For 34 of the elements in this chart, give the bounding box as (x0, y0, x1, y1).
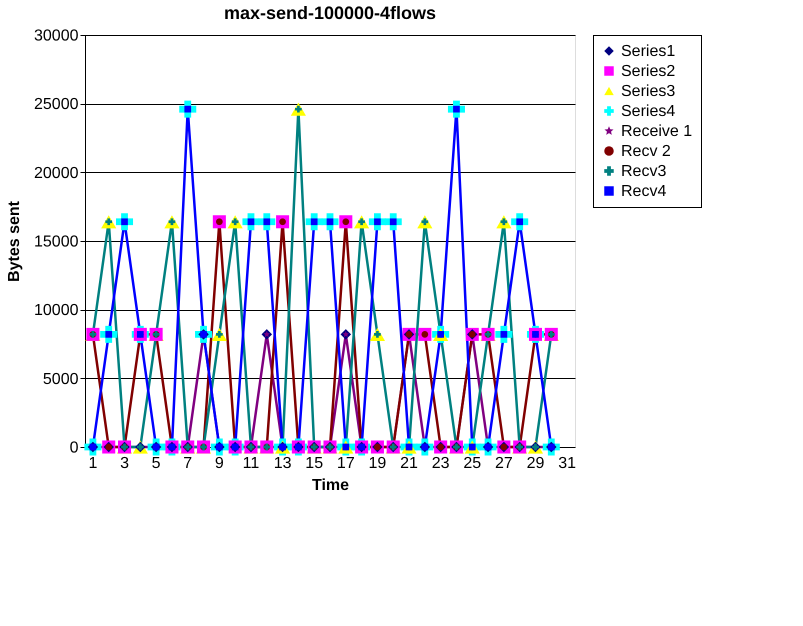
y-tick-label: 20000 (34, 164, 79, 182)
x-tick-label: 27 (494, 455, 513, 472)
legend-label: Series1 (621, 43, 676, 60)
x-tick-label: 11 (242, 455, 260, 472)
y-tick-label: 15000 (34, 234, 79, 250)
y-tick-label: 30000 (34, 28, 79, 44)
chart-title: max-send-100000-4flows (224, 3, 436, 23)
x-tick-label: 1 (88, 455, 98, 472)
legend-label: Recv3 (621, 163, 666, 180)
legend-label: Series2 (621, 63, 676, 80)
x-axis-title: Time (312, 477, 350, 494)
legend-label: Series4 (621, 103, 676, 120)
x-tick-label: 23 (432, 455, 450, 472)
legend-label: Series3 (621, 83, 676, 100)
x-tick-label: 21 (400, 455, 418, 472)
x-tick-label: 9 (214, 455, 224, 472)
y-axis-title: Bytes sent (6, 200, 24, 282)
legend-label: Recv4 (621, 183, 666, 200)
x-tick-label: 7 (183, 455, 192, 472)
y-tick-label: 0 (70, 440, 79, 456)
x-tick-label: 5 (152, 455, 161, 472)
legend-label: Receive 1 (621, 123, 692, 140)
x-tick-label: 31 (558, 455, 576, 472)
x-tick-label: 19 (368, 455, 386, 472)
x-tick-label: 29 (526, 455, 544, 472)
x-tick-label: 25 (463, 455, 482, 472)
y-tick-label: 10000 (34, 302, 79, 320)
x-tick-label: 17 (336, 455, 355, 472)
x-tick-label: 15 (305, 455, 324, 472)
x-tick-label: 13 (274, 455, 292, 472)
legend-label: Recv 2 (621, 143, 671, 160)
y-tick-label: 5000 (42, 370, 79, 388)
y-tick-label: 25000 (34, 96, 79, 114)
x-tick-label: 3 (120, 455, 130, 472)
